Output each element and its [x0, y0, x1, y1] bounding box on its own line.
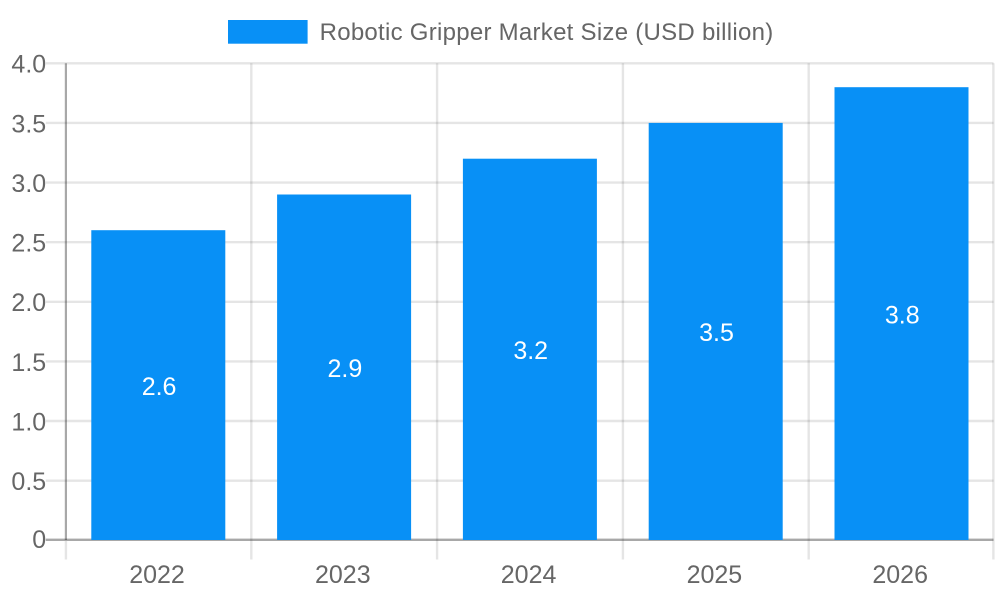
- svg-text:4.0: 4.0: [11, 51, 46, 79]
- svg-text:2.0: 2.0: [11, 289, 46, 317]
- svg-text:2.5: 2.5: [11, 230, 46, 258]
- svg-text:3.8: 3.8: [885, 301, 920, 329]
- svg-text:2023: 2023: [315, 561, 371, 589]
- svg-text:2024: 2024: [501, 561, 557, 589]
- svg-text:2022: 2022: [129, 561, 185, 589]
- svg-text:3.5: 3.5: [699, 319, 734, 347]
- svg-text:3.2: 3.2: [513, 337, 548, 365]
- svg-text:2.9: 2.9: [328, 355, 363, 383]
- svg-text:Robotic Gripper Market Size (U: Robotic Gripper Market Size (USD billion…: [320, 19, 774, 46]
- svg-text:0: 0: [32, 526, 46, 554]
- svg-text:1.5: 1.5: [11, 349, 46, 377]
- svg-text:3.0: 3.0: [11, 170, 46, 198]
- svg-text:2026: 2026: [872, 561, 928, 589]
- svg-text:1.0: 1.0: [11, 408, 46, 436]
- svg-text:0.5: 0.5: [11, 468, 46, 496]
- svg-text:2.6: 2.6: [142, 373, 177, 401]
- svg-text:2025: 2025: [687, 561, 743, 589]
- svg-text:3.5: 3.5: [11, 110, 46, 138]
